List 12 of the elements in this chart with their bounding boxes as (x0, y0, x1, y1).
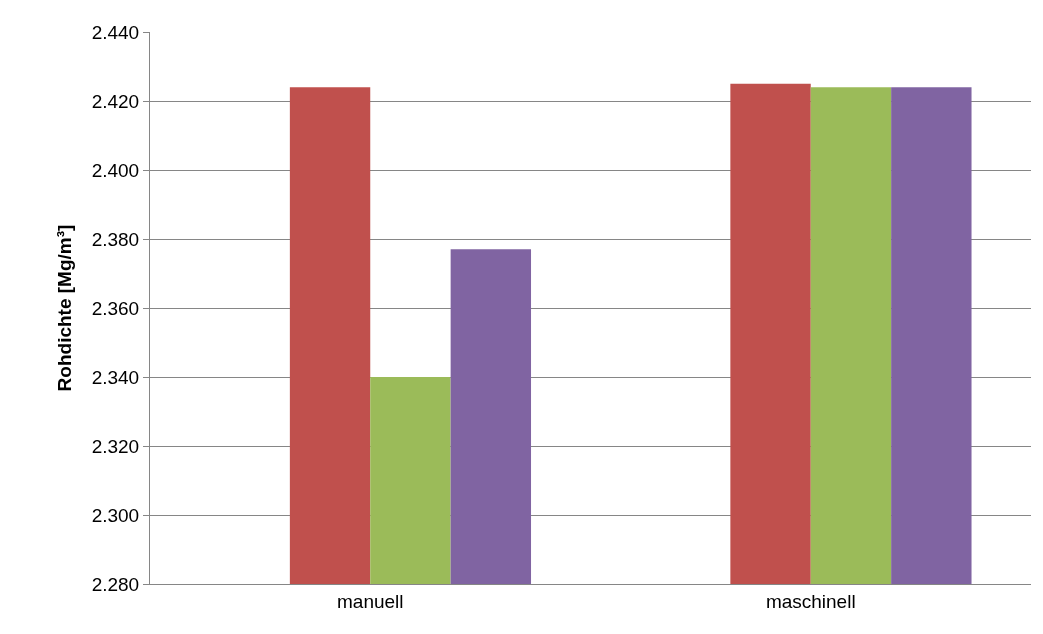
y-tick-label: 2.380 (91, 228, 140, 250)
y-tick-label: 2.360 (91, 297, 140, 319)
x-tick-label: maschinell (765, 590, 856, 612)
y-tick-label: 2.300 (91, 504, 140, 526)
y-axis-title: Rohdichte [Mg/m³] (53, 224, 75, 392)
y-tick-label: 2.400 (91, 159, 140, 181)
y-tick-label: 2.340 (91, 366, 140, 388)
y-tick-label: 2.440 (91, 21, 140, 43)
x-tick-label: manuell (336, 590, 404, 612)
y-tick-label: 2.280 (91, 573, 140, 595)
y-tick-label: 2.420 (91, 90, 140, 112)
y-tick-label: 2.320 (91, 435, 140, 457)
